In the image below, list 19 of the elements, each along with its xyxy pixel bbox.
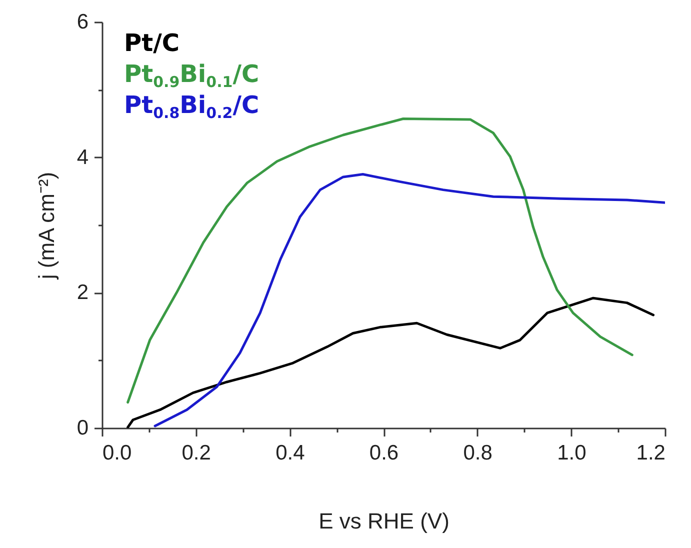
y-tick-label: 2 — [76, 281, 88, 304]
text: Pt$_{0.9}$Bi$_{0.1}$/C — [124, 59, 260, 91]
x-tick-label: 0.2 — [182, 442, 211, 464]
line-series — [126, 296, 655, 428]
x-tick-label: 0.8 — [463, 442, 492, 464]
text: Pt/C — [124, 28, 180, 59]
x-tick-label: 0.0 — [102, 442, 132, 464]
x-tick-label: 1.2 — [636, 442, 666, 464]
x-tick-label: 0.4 — [276, 442, 306, 464]
y-axis-title: j (mA cm⁻²) — [34, 172, 59, 280]
x-tick-label: 1.0 — [557, 442, 586, 464]
line-series — [126, 118, 634, 404]
x-axis-title: E vs RHE (V) — [318, 508, 450, 534]
y-tick-label: 6 — [76, 10, 88, 34]
line-series — [154, 173, 665, 428]
x-tick-label: 0.6 — [369, 442, 399, 464]
y-tick-label: 0 — [76, 416, 88, 440]
y-tick-label: 4 — [76, 146, 89, 169]
text: Pt$_{0.8}$Bi$_{0.2}$/C — [124, 90, 260, 122]
